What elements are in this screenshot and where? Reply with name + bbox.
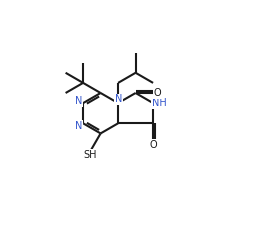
Text: SH: SH <box>84 150 97 160</box>
Text: NH: NH <box>152 98 167 108</box>
Text: N: N <box>75 96 82 106</box>
Text: N: N <box>115 94 122 104</box>
Text: N: N <box>75 121 82 131</box>
Text: O: O <box>154 88 161 98</box>
Text: O: O <box>149 140 157 150</box>
